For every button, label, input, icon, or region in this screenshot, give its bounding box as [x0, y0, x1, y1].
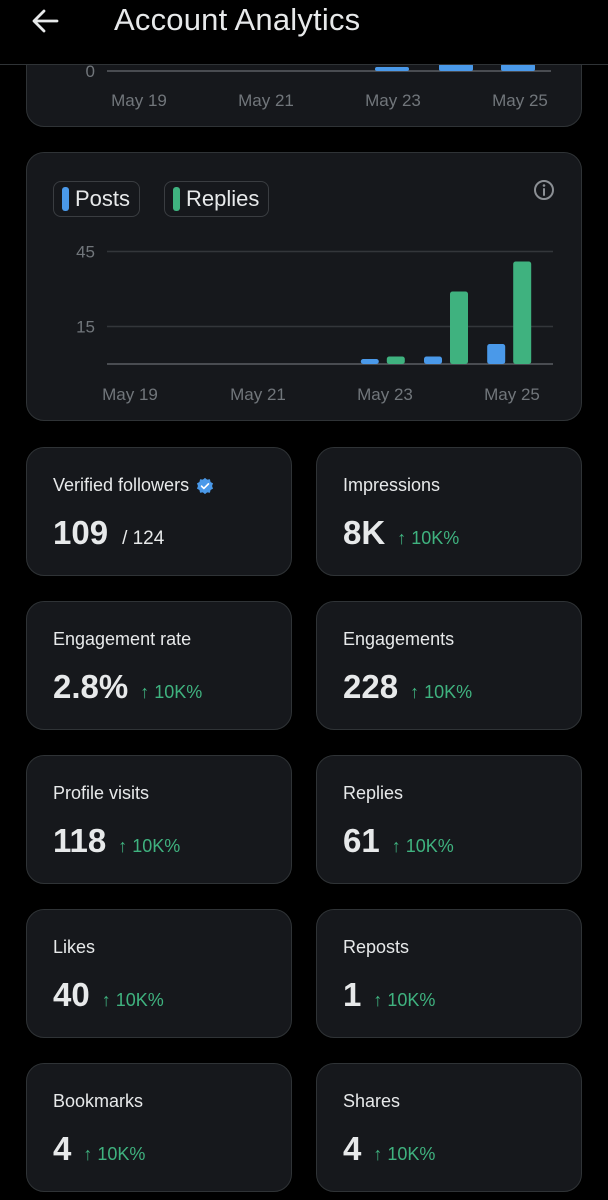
stat-value: 109 [53, 514, 109, 551]
chart-bar-posts [424, 356, 442, 364]
posts-replies-chart-card: Posts Replies 15 45 May 19 May 21 May 23 May … [26, 152, 582, 421]
stat-label: Impressions [343, 475, 440, 496]
stat-change: ↑ 10K% [83, 1144, 146, 1164]
stat-change: ↑ 10K% [118, 836, 181, 856]
legend-replies-chip[interactable]: Replies [164, 181, 270, 217]
posts-replies-chart: 15 45 May 19 May 21 May 23 May 25 [76, 243, 553, 404]
stat-label-text: Bookmarks [53, 1091, 144, 1111]
top-chart-tick-0: 0 [86, 62, 95, 81]
stat-value: 2.8% [53, 668, 129, 705]
stat-label-text: Verified followers [53, 475, 190, 495]
stat-value-row: 61 ↑ 10K% [343, 822, 454, 860]
stat-value-row: 4 ↑ 10K% [343, 1130, 435, 1168]
stat-value: 8K [343, 514, 386, 551]
top-chart-bar [439, 64, 473, 71]
top-chart-svg: 0 May 19 May 21 May 23 May 25 [86, 62, 551, 110]
top-chart-bar [375, 67, 409, 71]
stat-card[interactable]: Profile visits 118 ↑ 10K% [26, 755, 292, 884]
stat-card[interactable]: Likes 40 ↑ 10K% [26, 909, 292, 1038]
stat-value: 4 [343, 1130, 362, 1167]
stat-change: ↑ 10K% [391, 836, 454, 856]
stat-label-text: Engagements [343, 629, 455, 649]
stat-change: ↑ 10K% [373, 1144, 436, 1164]
stat-card[interactable]: Shares 4 ↑ 10K% [316, 1063, 582, 1192]
stat-label: Verified followers [53, 475, 214, 496]
top-chart-date: May 23 [365, 91, 421, 110]
stat-label: Shares [343, 1091, 400, 1112]
stat-total: / 124 [122, 528, 165, 549]
stat-value-row: 228 ↑ 10K% [343, 668, 472, 706]
stat-label: Likes [53, 937, 95, 958]
replies-swatch [173, 187, 180, 211]
stat-value: 118 [53, 822, 107, 859]
verified-badge-icon [197, 477, 214, 494]
stat-label: Bookmarks [53, 1091, 143, 1112]
stat-value: 1 [343, 976, 362, 1013]
stat-label: Engagement rate [53, 629, 191, 650]
top-chart-date: May 21 [238, 91, 294, 110]
chart-x-tick-label: May 23 [357, 385, 413, 404]
chart-x-tick-label: May 19 [102, 385, 158, 404]
stat-change: ↑ 10K% [101, 990, 164, 1010]
stat-card[interactable]: Engagements 228 ↑ 10K% [316, 601, 582, 730]
stat-value-row: 8K ↑ 10K% [343, 514, 459, 552]
legend-replies-label: Replies [186, 186, 260, 211]
stat-card[interactable]: Replies 61 ↑ 10K% [316, 755, 582, 884]
stat-value: 4 [53, 1130, 72, 1167]
stat-value: 228 [343, 668, 399, 705]
stat-value-row: 2.8% ↑ 10K% [53, 668, 202, 706]
stat-change: ↑ 10K% [410, 682, 473, 702]
chart-x-tick-label: May 21 [230, 385, 286, 404]
posts-swatch [62, 187, 69, 211]
top-chart-date: May 25 [492, 91, 548, 110]
stat-change: ↑ 10K% [373, 990, 436, 1010]
chart-bar-posts [360, 359, 379, 364]
legend-posts-chip[interactable]: Posts [53, 181, 141, 217]
back-button[interactable] [28, 4, 62, 38]
page-title: Account Analytics [114, 2, 361, 37]
stat-label: Profile visits [53, 783, 149, 804]
chart-bar-replies [450, 291, 468, 364]
stat-card[interactable]: Reposts 1 ↑ 10K% [316, 909, 582, 1038]
top-chart-bar [501, 64, 535, 71]
stat-value-row: 118 ↑ 10K% [53, 822, 180, 860]
app-header: Account Analytics [0, 0, 608, 65]
stat-value: 61 [343, 822, 380, 859]
stat-value-row: 109 / 124 [53, 514, 164, 552]
chart-y-tick-label: 45 [76, 243, 95, 262]
stat-card[interactable]: Engagement rate 2.8% ↑ 10K% [26, 601, 292, 730]
stat-card[interactable]: Verified followers 109 / 124 [26, 447, 292, 576]
info-icon[interactable] [533, 179, 555, 201]
stat-value-row: 40 ↑ 10K% [53, 976, 164, 1014]
stat-value-row: 4 ↑ 10K% [53, 1130, 145, 1168]
chart-x-tick-label: May 25 [484, 385, 540, 404]
stat-label-text: Profile visits [53, 783, 150, 803]
stat-card[interactable]: Bookmarks 4 ↑ 10K% [26, 1063, 292, 1192]
chart-bar-posts [487, 344, 506, 364]
legend-posts-label: Posts [75, 186, 131, 211]
chart-bar-replies [386, 356, 405, 364]
stat-label-text: Reposts [343, 937, 410, 957]
stat-label: Replies [343, 783, 403, 804]
stat-label-text: Impressions [343, 475, 441, 495]
stat-change: ↑ 10K% [397, 528, 460, 548]
stat-value-row: 1 ↑ 10K% [343, 976, 435, 1014]
stat-label-text: Shares [343, 1091, 401, 1111]
stat-change: ↑ 10K% [140, 682, 203, 702]
stat-card[interactable]: Impressions 8K ↑ 10K% [316, 447, 582, 576]
stat-label-text: Replies [343, 783, 404, 803]
chart-bar-replies [513, 261, 532, 364]
stat-value: 40 [53, 976, 90, 1013]
stat-label: Engagements [343, 629, 454, 650]
arrow-left-icon [32, 9, 59, 33]
stat-label-text: Engagement rate [53, 629, 192, 649]
chart-y-tick-label: 15 [76, 318, 95, 337]
stat-label: Reposts [343, 937, 409, 958]
top-chart-date: May 19 [111, 91, 167, 110]
stat-label-text: Likes [53, 937, 96, 957]
